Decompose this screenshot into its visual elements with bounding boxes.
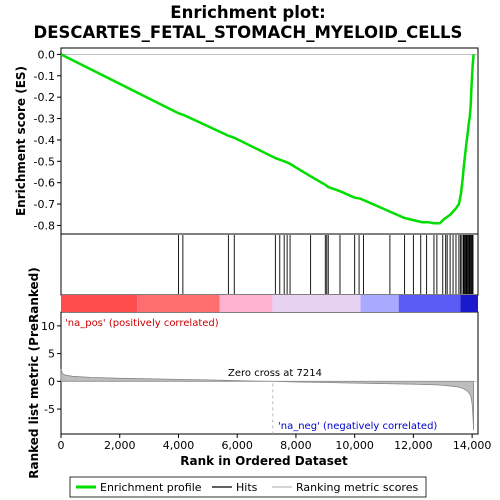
colorbar-segment xyxy=(398,295,461,312)
hits-group xyxy=(178,235,474,294)
metric-y-axis-label: Ranked list metric (PreRanked) xyxy=(27,267,41,479)
hits-panel xyxy=(60,233,479,296)
es-y-tick-label: -0.2 xyxy=(34,91,55,104)
metric-y-tick-label: 10 xyxy=(41,320,55,333)
annotation-zero-cross: Zero cross at 7214 xyxy=(228,368,322,379)
colorbar-segment xyxy=(137,295,220,312)
x-tick-label: 8,000 xyxy=(280,439,312,452)
colorbar-segment xyxy=(460,295,478,312)
colorbar xyxy=(61,295,478,312)
es-y-tick-label: -0.6 xyxy=(34,177,55,190)
metric-y-tick-label: 5 xyxy=(48,348,55,361)
colorbar-segment xyxy=(272,295,361,312)
es-y-tick-label: -0.5 xyxy=(34,155,55,168)
enrichment-profile-line xyxy=(60,53,475,225)
es-y-tick-label: -0.3 xyxy=(34,113,55,126)
metric-group xyxy=(60,368,478,434)
chart-title-line2: DESCARTES_FETAL_STOMACH_MYELOID_CELLS xyxy=(34,23,463,42)
x-tick-label: 2,000 xyxy=(104,439,136,452)
legend-label-enrichment: Enrichment profile xyxy=(100,481,202,494)
es-y-tick-label: -0.8 xyxy=(34,219,55,232)
legend-label-metric: Ranking metric scores xyxy=(296,481,418,494)
x-tick-label: 0 xyxy=(58,439,65,452)
es-y-tick-label: -0.4 xyxy=(34,134,55,147)
legend-box xyxy=(69,476,427,498)
es-y-axis-label: Enrichment score (ES) xyxy=(14,66,28,216)
x-tick-label: 10,000 xyxy=(335,439,374,452)
colorbar-segment xyxy=(61,295,138,312)
x-tick-label: 14,000 xyxy=(453,439,492,452)
colorbar-segment xyxy=(219,295,273,312)
metric-panel xyxy=(60,311,479,435)
es-y-tick-label: -0.7 xyxy=(34,198,55,211)
metric-y-tick-label: 0 xyxy=(48,375,55,388)
annotation-positive: 'na_pos' (positively correlated) xyxy=(65,318,219,329)
es-line-group xyxy=(60,53,475,225)
x-axis-label: Rank in Ordered Dataset xyxy=(180,454,348,468)
legend-label-hits: Hits xyxy=(236,481,258,494)
legend: Enrichment profile Hits Ranking metric s… xyxy=(69,476,427,498)
colorbar-segment xyxy=(360,295,399,312)
x-tick-label: 4,000 xyxy=(163,439,195,452)
es-y-tick-label: 0.0 xyxy=(38,48,56,61)
es-panel xyxy=(60,47,479,235)
x-tick-label: 12,000 xyxy=(394,439,433,452)
metric-y-tick-label: -5 xyxy=(44,403,55,416)
chart-title-line1: Enrichment plot: xyxy=(170,3,325,22)
ticks-group: 0 2,000 4,000 6,000 8,000 10,000 12,000 14,000 0… xyxy=(34,48,492,452)
x-tick-label: 6,000 xyxy=(221,439,253,452)
annotation-negative: 'na_neg' (negatively correlated) xyxy=(278,421,437,432)
es-y-tick-label: -0.1 xyxy=(34,70,55,83)
